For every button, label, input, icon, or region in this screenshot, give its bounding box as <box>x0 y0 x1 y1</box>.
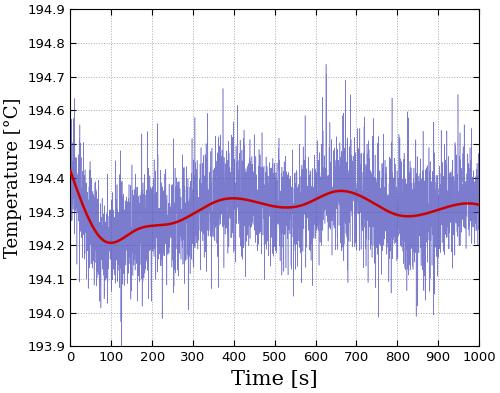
X-axis label: Time [s]: Time [s] <box>232 370 318 389</box>
Y-axis label: Temperature [°C]: Temperature [°C] <box>4 97 22 258</box>
